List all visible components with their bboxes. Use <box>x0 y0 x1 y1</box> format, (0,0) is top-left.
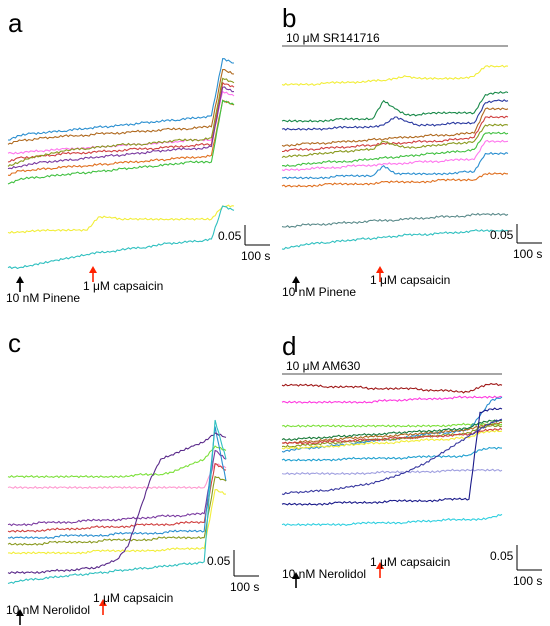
panel-d-trace-12 <box>281 418 503 496</box>
panel-c-trace-8 <box>7 432 227 575</box>
panel-letter-b: b <box>282 3 296 33</box>
panel-d-trace-13 <box>281 407 503 506</box>
panel-c-scale-y-label: 0.05 <box>207 554 231 568</box>
panel-letter-a: a <box>8 8 23 38</box>
panel-a-trace-3 <box>7 69 235 145</box>
panel-d-trace-14 <box>281 513 503 527</box>
panel-a-trace-9 <box>7 99 235 185</box>
panel-b-trace-5 <box>281 115 509 153</box>
panel-b-arrow-1 <box>292 276 300 292</box>
panel-b-trace-1 <box>281 64 509 87</box>
panel-d-stimulus-label-1: 10 nM Nerolidol <box>282 567 366 581</box>
panel-d-arrow-1 <box>292 572 300 588</box>
panel-c-scale-x-label: 100 s <box>230 580 259 594</box>
panel-d-scale-y-label: 0.05 <box>490 549 514 563</box>
panel-b-traces: 10 μM SR141716 0.05 100 s 10 nM Pinene 1 μM … <box>281 31 542 299</box>
panel-letter-d: d <box>282 331 296 361</box>
panel-b-treatment-label: 10 μM SR141716 <box>286 31 380 45</box>
panel-d-trace-1 <box>281 382 503 394</box>
panel-c-trace-6 <box>7 475 227 546</box>
panel-c-trace-5 <box>7 426 227 540</box>
panel-b-trace-10 <box>281 172 508 188</box>
panel-c-arrow-2 <box>99 599 107 615</box>
panel-c-trace-2 <box>7 462 227 490</box>
panel-b-arrow-2 <box>376 266 384 282</box>
panel-a-trace-10 <box>7 205 235 270</box>
panel-a-scale-x-label: 100 s <box>241 249 270 263</box>
panel-a-arrow-2 <box>89 266 97 282</box>
panel-d-scale-x-label: 100 s <box>513 574 542 588</box>
panel-c-trace-3 <box>7 449 227 527</box>
panel-b-stimulus-label-1: 10 nM Pinene <box>282 285 356 299</box>
panel-b-trace-8 <box>281 139 509 172</box>
panel-c-trace-1 <box>7 445 227 479</box>
panel-d-trace-5 <box>281 421 503 445</box>
panel-b-trace-7 <box>281 131 509 168</box>
panel-a-arrow-1 <box>16 276 24 292</box>
panel-a-trace-8 <box>7 99 235 176</box>
panel-d-trace-6 <box>281 419 503 442</box>
panel-d-trace-10 <box>281 446 502 462</box>
panel-b-trace-9 <box>281 151 509 180</box>
panel-d-trace-3 <box>281 422 503 428</box>
panel-c-trace-4 <box>7 462 227 533</box>
panel-a-scale-y-label: 0.05 <box>218 229 242 243</box>
panel-a-trace-4 <box>7 57 235 141</box>
panel-b-scale-y-label: 0.05 <box>490 228 514 242</box>
panel-b-scale-x-label: 100 s <box>513 247 542 261</box>
panel-b-trace-11 <box>281 212 509 229</box>
panel-c-trace-9 <box>7 419 227 585</box>
panel-d-stimulus-label-2: 1 μM capsaicin <box>370 555 450 569</box>
panel-c-stimulus-label-2: 1 μM capsaicin <box>93 591 173 605</box>
panel-b-trace-6 <box>281 123 509 159</box>
panel-b-trace-4 <box>281 107 509 147</box>
panel-a-trace-5 <box>7 81 235 163</box>
panel-a-trace-1 <box>7 204 235 234</box>
panel-letter-c: c <box>8 328 21 358</box>
panel-b-stimulus-label-2: 1 μM capsaicin <box>370 273 450 287</box>
panel-a-stimulus-label-1: 10 nM Pinene <box>6 291 80 305</box>
panel-a-stimulus-label-2: 1 μM capsaicin <box>83 279 163 293</box>
panel-d-trace-2 <box>281 395 503 404</box>
panel-d-arrow-2 <box>376 562 384 578</box>
panel-d-treatment-label: 10 μM AM630 <box>286 359 361 373</box>
panel-b-trace-3 <box>281 99 509 131</box>
panel-b-trace-12 <box>281 229 509 250</box>
panel-b-trace-2 <box>281 91 509 123</box>
panel-d-trace-11 <box>281 468 503 476</box>
panel-c-trace-7 <box>8 489 227 555</box>
panel-a-trace-6 <box>7 77 235 167</box>
panel-d-traces: 10 μM AM630 0.05 100 s 10 nM Nerolidol 1 μM … <box>281 359 542 588</box>
panel-c-arrow-1 <box>16 609 24 625</box>
panel-d-trace-9 <box>281 427 503 445</box>
panel-a-trace-7 <box>7 86 235 170</box>
panel-c-stimulus-label-1: 10 nM Nerolidol <box>6 603 90 617</box>
